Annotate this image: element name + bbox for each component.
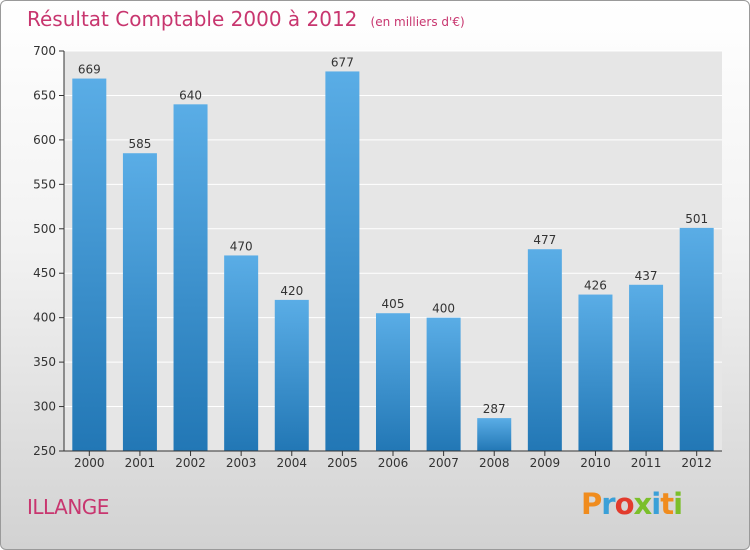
- value-label-2001: 585: [128, 137, 151, 151]
- x-tick-label-2002: 2002: [175, 456, 206, 470]
- x-tick-label-2012: 2012: [681, 456, 712, 470]
- y-tick-label: 400: [33, 311, 56, 325]
- chart-title: Résultat Comptable 2000 à 2012: [27, 7, 358, 31]
- bar-2006: [376, 313, 410, 451]
- x-tick-label-2003: 2003: [226, 456, 257, 470]
- x-tick-label-2011: 2011: [631, 456, 662, 470]
- value-label-2009: 477: [533, 233, 556, 247]
- x-tick-label-2005: 2005: [327, 456, 358, 470]
- y-tick-label: 550: [33, 177, 56, 191]
- brand-letter: P: [581, 487, 602, 521]
- x-tick-label-2001: 2001: [125, 456, 156, 470]
- value-label-2011: 437: [635, 269, 658, 283]
- value-label-2008: 287: [483, 402, 506, 416]
- x-tick-label-2007: 2007: [428, 456, 459, 470]
- value-label-2000: 669: [78, 63, 101, 77]
- title-block: Résultat Comptable 2000 à 2012 (en milli…: [27, 7, 465, 31]
- y-tick-label: 350: [33, 355, 56, 369]
- y-tick-label: 700: [33, 44, 56, 58]
- brand-logo: Proxiti: [581, 487, 683, 521]
- brand-letter: r: [601, 487, 615, 521]
- bars: [72, 71, 714, 452]
- bar-2004: [274, 299, 309, 451]
- x-tick-label-2009: 2009: [530, 456, 561, 470]
- bar-2007: [426, 317, 461, 451]
- brand-letter: t: [660, 487, 674, 521]
- brand-letter: i: [673, 487, 683, 521]
- y-tick-label: 300: [33, 400, 56, 414]
- value-label-2003: 470: [230, 239, 253, 253]
- bar-2005: [325, 71, 360, 451]
- bar-2001: [122, 153, 157, 451]
- y-tick-label: 600: [33, 133, 56, 147]
- y-tick-label: 450: [33, 266, 56, 280]
- y-tick-label: 500: [33, 222, 56, 236]
- bar-2009: [527, 249, 562, 451]
- value-label-2012: 501: [685, 212, 708, 226]
- brand-letter: x: [633, 487, 653, 521]
- bar-2008: [477, 418, 512, 451]
- place-name: ILLANGE: [27, 495, 109, 519]
- bar-2011: [629, 284, 664, 451]
- bar-2003: [224, 255, 259, 451]
- y-tick-labels: 250 300 350 400 450 500 550 600 650 700: [33, 44, 64, 458]
- brand-letter: o: [614, 487, 635, 521]
- bar-2000: [72, 78, 107, 452]
- x-tick-label-2000: 2000: [74, 456, 105, 470]
- chart-unit-label: (en milliers d'€): [370, 15, 465, 29]
- bar-2012: [679, 227, 714, 451]
- brand-letter: i: [651, 487, 661, 521]
- value-label-2005: 677: [331, 55, 354, 69]
- value-label-2002: 640: [179, 88, 202, 102]
- bar-2002: [173, 104, 208, 451]
- x-tick-label-2004: 2004: [276, 456, 307, 470]
- bar-2010: [578, 294, 613, 451]
- y-tick-label: 250: [33, 444, 56, 458]
- value-labels: 669 585 640 470 420 677 405 400 287 477 426 437 501: [78, 55, 708, 416]
- x-tick-labels: 2000 2001 2002 2003 2004 2005 2006 2007 2008 2009…: [74, 451, 712, 470]
- value-label-2004: 420: [280, 284, 303, 298]
- x-tick-label-2010: 2010: [580, 456, 611, 470]
- value-label-2007: 400: [432, 302, 455, 316]
- value-label-2006: 405: [382, 297, 405, 311]
- value-label-2010: 426: [584, 279, 607, 293]
- y-tick-label: 650: [33, 88, 56, 102]
- x-tick-label-2008: 2008: [479, 456, 510, 470]
- x-tick-label-2006: 2006: [378, 456, 409, 470]
